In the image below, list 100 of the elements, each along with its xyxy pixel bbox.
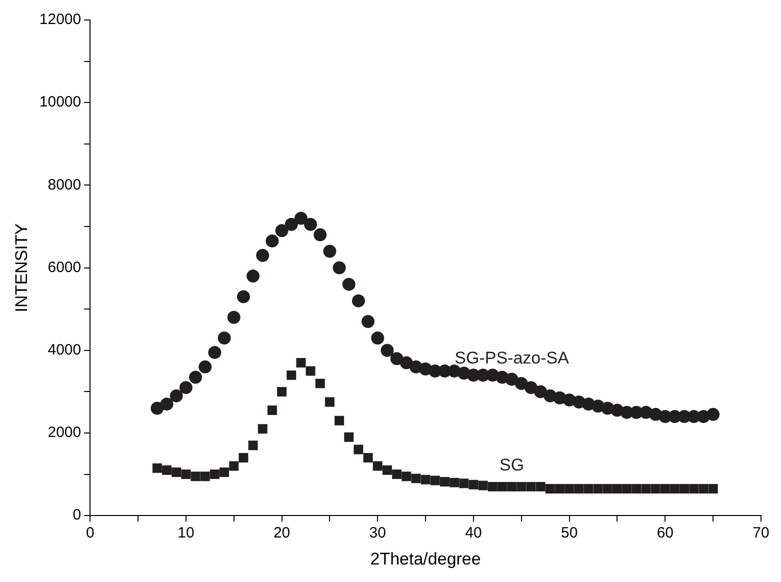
point (267, 406, 277, 416)
point (545, 484, 555, 494)
point (420, 474, 430, 484)
point (170, 389, 183, 402)
point (256, 248, 270, 262)
y-tick-label: 6000 (48, 258, 82, 276)
point (534, 385, 548, 398)
point (277, 386, 287, 396)
point (246, 270, 260, 283)
point (660, 484, 670, 494)
point (505, 372, 518, 386)
point (200, 472, 210, 482)
point (497, 482, 507, 492)
point (430, 476, 440, 486)
y-tick-label: 4000 (48, 342, 82, 359)
point (593, 484, 603, 494)
x-tick-label: 50 (560, 524, 578, 542)
point (708, 484, 718, 494)
point (248, 440, 258, 450)
point (324, 397, 334, 407)
point (162, 465, 172, 475)
series-label: SG (500, 456, 524, 475)
point (371, 332, 384, 345)
point (670, 484, 680, 494)
point (344, 432, 354, 442)
x-tick-label: 40 (465, 524, 482, 542)
point (459, 478, 469, 488)
point (218, 332, 231, 345)
point (440, 476, 450, 486)
point (526, 482, 536, 492)
point (189, 370, 202, 384)
point (160, 398, 174, 411)
point (584, 484, 594, 494)
point (332, 261, 346, 274)
y-tick-label: 0 (72, 506, 82, 524)
point (284, 218, 298, 231)
point (392, 470, 402, 480)
point (172, 467, 182, 477)
point (564, 484, 574, 494)
point (362, 314, 375, 328)
point (179, 381, 192, 394)
x-tick-label: 30 (369, 524, 386, 542)
point (236, 290, 250, 304)
point (478, 480, 488, 490)
x-axis-title: 2Theta/degree (370, 549, 481, 568)
point (680, 484, 690, 494)
point (380, 344, 394, 357)
point (352, 294, 365, 308)
y-tick-label: 10000 (39, 94, 82, 111)
point (602, 484, 612, 494)
point (208, 346, 222, 359)
point (210, 470, 220, 480)
point (516, 482, 526, 492)
point (574, 484, 584, 494)
point (650, 484, 660, 494)
point (342, 278, 356, 291)
point (227, 310, 240, 324)
point (354, 444, 364, 454)
point (612, 484, 622, 494)
point (641, 484, 651, 494)
point (372, 461, 382, 471)
point (220, 467, 230, 477)
point (294, 212, 308, 225)
point (411, 474, 421, 484)
point (402, 472, 412, 482)
point (632, 484, 642, 494)
point (514, 376, 528, 390)
point (296, 358, 306, 368)
point (198, 360, 212, 374)
x-tick-label: 70 (752, 524, 770, 542)
point (190, 472, 200, 482)
point (181, 470, 191, 480)
y-tick-label: 8000 (48, 176, 82, 194)
x-tick-label: 10 (178, 524, 194, 542)
point (315, 378, 325, 388)
point (334, 416, 344, 426)
point (152, 463, 162, 473)
y-tick-label: 2000 (48, 424, 82, 442)
point (536, 482, 546, 492)
point (622, 484, 632, 494)
point (229, 461, 239, 471)
point (400, 356, 413, 370)
point (450, 478, 460, 488)
point (304, 218, 318, 231)
point (306, 366, 316, 376)
point (488, 482, 498, 492)
point (363, 453, 373, 463)
point (382, 465, 392, 475)
point (698, 484, 708, 494)
y-axis-title: INTENSITY (12, 223, 31, 312)
point (258, 424, 268, 434)
point (468, 480, 478, 490)
point (507, 482, 517, 492)
point (286, 370, 296, 380)
point (524, 381, 538, 394)
point (689, 484, 699, 494)
point (266, 234, 279, 248)
point (390, 352, 404, 366)
point (275, 224, 288, 238)
point (323, 244, 336, 258)
